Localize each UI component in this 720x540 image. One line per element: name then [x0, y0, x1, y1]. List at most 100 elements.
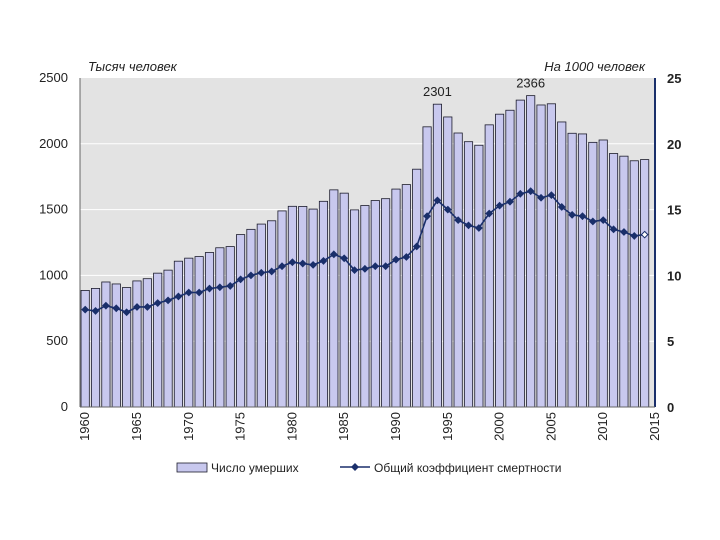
line-point [309, 260, 318, 269]
bar [577, 133, 588, 408]
bar [318, 200, 329, 408]
y-right-tick-label: 15 [667, 203, 681, 218]
bar [453, 132, 463, 408]
bar [609, 153, 619, 408]
y-axis-right-ticks: 0 5 10 15 20 25 [667, 71, 681, 415]
bar [142, 278, 152, 408]
line-point [557, 203, 566, 211]
line-point [402, 253, 411, 261]
x-tick-label: 2015 [647, 412, 662, 441]
line-point [506, 197, 514, 206]
annotation-label: 2366 [516, 76, 545, 91]
bar [256, 223, 266, 408]
bar [329, 189, 339, 408]
bar [204, 252, 215, 408]
bar [588, 141, 598, 408]
x-tick-label: 1970 [181, 412, 196, 441]
bar [236, 234, 246, 408]
x-tick-label: 2000 [492, 412, 507, 441]
bar [567, 132, 577, 408]
bar [401, 184, 411, 408]
y-right-tick-label: 5 [667, 334, 674, 349]
y-right-unit-label: На 1000 человек [544, 59, 646, 74]
line-point [122, 308, 131, 317]
bar [557, 121, 567, 408]
bar [339, 192, 349, 408]
bar [463, 141, 474, 408]
y-left-tick-label: 1500 [39, 202, 68, 217]
bar [474, 144, 484, 408]
bar [515, 99, 525, 408]
bar [90, 288, 101, 408]
axes [79, 78, 656, 408]
bar [163, 269, 173, 408]
line-point [392, 255, 400, 264]
y-right-tick-label: 10 [667, 268, 681, 283]
bar [619, 155, 629, 408]
line-point [568, 210, 577, 219]
bar [526, 95, 536, 408]
bar [598, 139, 608, 408]
x-tick-label: 1960 [77, 412, 92, 441]
bar [308, 208, 318, 408]
line-point [143, 303, 152, 311]
line-point [350, 266, 359, 275]
annotations: 2301 2366 [423, 76, 545, 100]
line-point [464, 221, 473, 230]
bar [391, 188, 401, 408]
y-right-tick-label: 20 [667, 137, 681, 152]
bar [184, 257, 194, 408]
line-point [526, 187, 535, 196]
line-point [537, 193, 545, 202]
bar [277, 210, 287, 408]
line-point [164, 296, 172, 305]
line-point [257, 268, 266, 277]
bar [246, 228, 256, 408]
line-point [412, 242, 421, 251]
bar [153, 272, 163, 408]
line-point [319, 257, 328, 265]
line-point [195, 288, 204, 297]
line-point [267, 267, 276, 276]
x-axis-ticks: 1960 1965 1970 1975 1980 1985 1990 1995 2000 2005… [77, 412, 662, 441]
bar [360, 205, 370, 408]
line-point [516, 189, 525, 198]
annotation-label: 2301 [423, 84, 452, 99]
line-point [91, 307, 100, 315]
y-axis-left-ticks: 0 500 1000 1500 2000 2500 [39, 70, 68, 414]
y-left-tick-label: 2000 [39, 136, 68, 151]
line-point [640, 230, 649, 239]
bar [298, 206, 308, 408]
line-point [578, 212, 587, 221]
line-series [81, 187, 649, 317]
y-left-tick-label: 1000 [39, 267, 68, 282]
line-point [443, 205, 452, 214]
line-point [329, 250, 338, 259]
bar [350, 209, 360, 408]
x-tick-label: 2005 [543, 412, 558, 441]
line-point [630, 232, 639, 240]
line-point [112, 304, 121, 313]
line-point [101, 301, 110, 310]
bar [484, 124, 494, 408]
y-left-tick-label: 0 [61, 399, 68, 414]
line-point [153, 299, 162, 307]
line-point [298, 259, 307, 268]
line-point [236, 275, 245, 284]
line-point [361, 264, 369, 273]
legend: Число умерших Общий коэффициент смертнос… [176, 461, 562, 475]
bar [132, 280, 142, 408]
line-point [423, 212, 431, 221]
line-point [184, 288, 193, 297]
bar [432, 103, 442, 408]
bar [422, 126, 432, 408]
line-point [588, 217, 597, 226]
line-point [226, 282, 235, 290]
bar [101, 281, 111, 408]
y-left-tick-label: 2500 [39, 70, 68, 85]
y-right-tick-label: 25 [667, 71, 681, 86]
legend-line-label: Общий коэффициент смертности [374, 461, 562, 475]
line-point [174, 292, 183, 301]
bar [546, 103, 556, 408]
bar [381, 198, 391, 408]
